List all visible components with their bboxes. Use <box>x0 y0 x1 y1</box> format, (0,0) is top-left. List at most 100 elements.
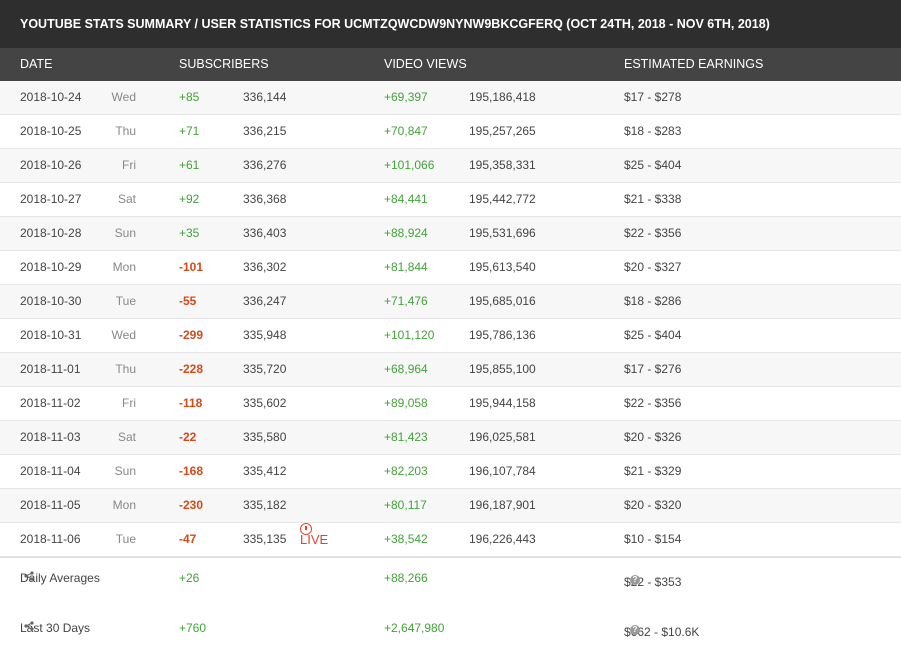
row-day: Thu <box>115 362 136 376</box>
row-sub-change: +92 <box>179 192 200 206</box>
row-date: 2018-10-24 <box>20 90 82 104</box>
row-day: Thu <box>115 124 136 138</box>
clock-icon <box>300 523 312 535</box>
row-earnings: $22 - $356 <box>624 226 682 240</box>
summary-earnings-value: $662 - $10.6K <box>624 625 700 639</box>
row-earnings: $20 - $326 <box>624 430 682 444</box>
row-day: Sun <box>114 464 136 478</box>
row-sub-change: -22 <box>179 430 197 444</box>
row-date: 2018-10-28 <box>20 226 82 240</box>
summary-label-text: Last 30 Days <box>20 621 91 635</box>
row-date: 2018-10-26 <box>20 158 82 172</box>
row-view-change: +71,476 <box>384 294 428 308</box>
table-row: 2018-10-31 Wed -299 335,948 +101,120 195,786,… <box>0 319 901 353</box>
help-icon[interactable]: ? <box>630 625 640 635</box>
row-view-change: +82,203 <box>384 464 428 478</box>
header-subscribers: SUBSCRIBERS <box>179 57 269 71</box>
row-day: Wed <box>111 328 136 342</box>
row-earnings: $17 - $278 <box>624 90 682 104</box>
table-row: 2018-10-26 Fri +61 336,276 +101,066 195,358,3… <box>0 149 901 183</box>
row-day: Sat <box>117 430 136 444</box>
row-earnings: $22 - $356 <box>624 396 682 410</box>
row-subscribers: 336,247 <box>243 294 287 308</box>
header-earnings: ESTIMATED EARNINGS <box>624 57 764 71</box>
table-row: 2018-10-27 Sat +92 336,368 +84,441 195,442,77… <box>0 183 901 217</box>
row-views: 195,186,418 <box>469 90 536 104</box>
stats-table-body: 2018-10-24 Wed +85 336,144 +69,397 195,186,41… <box>0 81 901 557</box>
help-icon[interactable]: ? <box>630 575 640 585</box>
summary-row: Last 30 Days +760 +2,647,980 $662 - $10.6K? <box>0 608 901 658</box>
row-earnings: $18 - $286 <box>624 294 682 308</box>
row-day: Sat <box>117 192 136 206</box>
summary-subscribers: +760 <box>179 621 207 635</box>
row-view-change: +38,542 <box>384 532 428 546</box>
row-views: 195,613,540 <box>469 260 536 274</box>
live-label: LIVE <box>300 532 329 547</box>
row-date: 2018-11-04 <box>20 464 81 478</box>
row-subscribers: 336,276 <box>243 158 287 172</box>
row-views: 196,187,901 <box>469 498 536 512</box>
row-views: 195,855,100 <box>469 362 536 376</box>
row-subscribers: 335,948 <box>243 328 287 342</box>
row-sub-change: -168 <box>179 464 204 478</box>
table-header: DATE SUBSCRIBERS VIDEO VIEWS ESTIMATED E… <box>0 48 901 81</box>
row-view-change: +80,117 <box>384 498 427 512</box>
summary-section: Daily Averages +26 +88,266 $22 - $353? Last … <box>0 557 901 658</box>
table-row: 2018-10-29 Mon -101 336,302 +81,844 195,613,5… <box>0 251 901 285</box>
row-earnings: $10 - $154 <box>624 532 682 546</box>
row-earnings: $20 - $327 <box>624 260 682 274</box>
table-row: 2018-11-01 Thu -228 335,720 +68,964 195,855,1… <box>0 353 901 387</box>
row-sub-change: -230 <box>179 498 204 512</box>
summary-label-text: Daily Averages <box>20 571 100 585</box>
row-sub-change: -101 <box>179 260 204 274</box>
share-icon[interactable] <box>24 571 34 584</box>
row-view-change: +68,964 <box>384 362 428 376</box>
row-date: 2018-10-27 <box>20 192 82 206</box>
table-row: 2018-10-28 Sun +35 336,403 +88,924 195,531,69… <box>0 217 901 251</box>
row-subscribers: 336,403 <box>243 226 287 240</box>
row-earnings: $18 - $283 <box>624 124 682 138</box>
row-subscribers: 335,182 <box>243 498 287 512</box>
row-day: Fri <box>122 396 136 410</box>
row-views: 195,358,331 <box>469 158 536 172</box>
row-date: 2018-10-25 <box>20 124 82 138</box>
table-row: 2018-11-04 Sun -168 335,412 +82,203 196,107,7… <box>0 455 901 489</box>
row-sub-change: +35 <box>179 226 200 240</box>
summary-views: +2,647,980 <box>384 621 445 635</box>
row-view-change: +89,058 <box>384 396 428 410</box>
row-earnings: $20 - $320 <box>624 498 682 512</box>
row-earnings: $21 - $338 <box>624 192 682 206</box>
row-day: Tue <box>115 532 136 546</box>
row-subscribers: 335,720 <box>243 362 287 376</box>
table-row: 2018-11-02 Fri -118 335,602 +89,058 195,944,1… <box>0 387 901 421</box>
row-view-change: +101,066 <box>384 158 435 172</box>
row-day: Tue <box>115 294 136 308</box>
share-icon[interactable] <box>24 621 34 634</box>
row-subscribers: 336,144 <box>243 90 287 104</box>
row-subscribers: 336,302 <box>243 260 287 274</box>
header-video-views: VIDEO VIEWS <box>384 57 467 71</box>
table-row: 2018-11-06 Tue -47 335,135 +38,542 196,226,44… <box>0 523 901 557</box>
row-views: 195,442,772 <box>469 192 536 206</box>
row-date: 2018-11-03 <box>20 430 81 444</box>
row-sub-change: +71 <box>179 124 200 138</box>
table-row: 2018-10-30 Tue -55 336,247 +71,476 195,685,01… <box>0 285 901 319</box>
header-date: DATE <box>20 57 53 71</box>
row-sub-change: -118 <box>179 396 203 410</box>
row-sub-change: -299 <box>179 328 204 342</box>
row-views: 195,685,016 <box>469 294 536 308</box>
row-day: Sun <box>114 226 136 240</box>
row-view-change: +70,847 <box>384 124 428 138</box>
row-day: Wed <box>111 90 136 104</box>
row-view-change: +81,844 <box>384 260 428 274</box>
row-day: Mon <box>112 260 136 274</box>
row-sub-change: +85 <box>179 90 200 104</box>
row-view-change: +101,120 <box>384 328 435 342</box>
row-earnings: $25 - $404 <box>624 158 682 172</box>
row-date: 2018-11-01 <box>20 362 81 376</box>
row-day: Mon <box>112 498 136 512</box>
row-day: Fri <box>122 158 136 172</box>
summary-views: +88,266 <box>384 571 428 585</box>
page-title: YOUTUBE STATS SUMMARY / USER STATISTICS … <box>0 0 901 48</box>
table-row: 2018-11-05 Mon -230 335,182 +80,117 196,187,9… <box>0 489 901 523</box>
